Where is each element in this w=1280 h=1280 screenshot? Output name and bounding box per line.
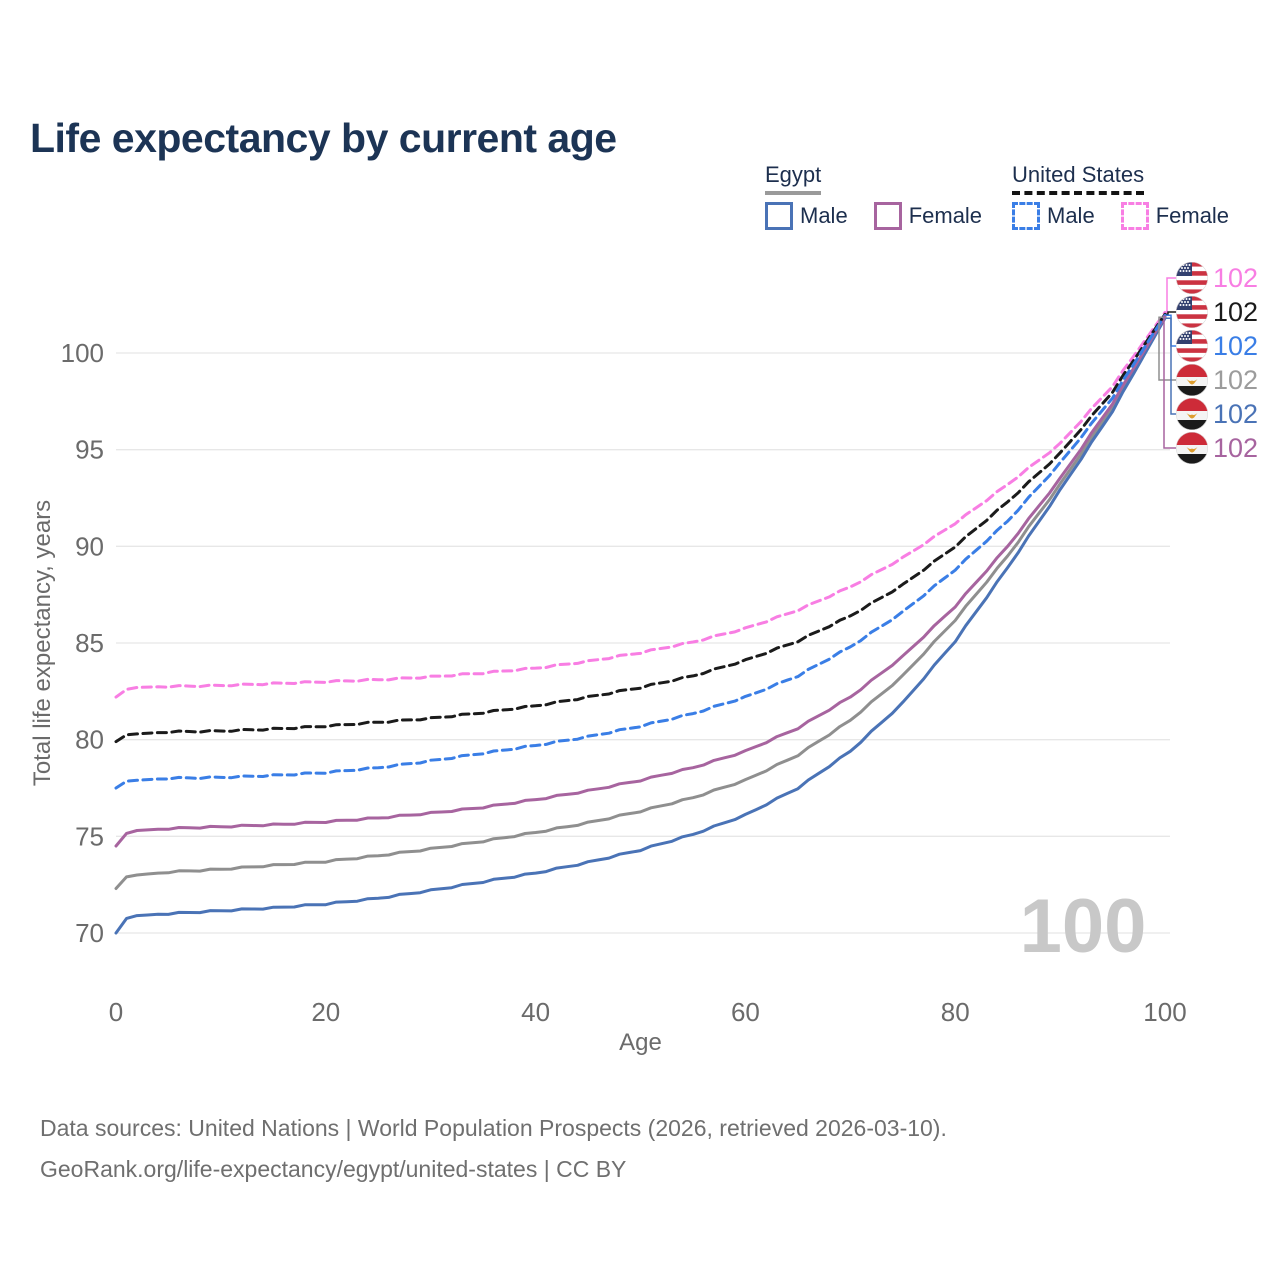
x-tick-label: 40: [521, 997, 550, 1027]
series-line-egypt_total[interactable]: [114, 315, 1167, 890]
legend-item-label: Male: [1047, 203, 1095, 228]
us-female-swatch-icon: [1120, 202, 1149, 230]
egypt-flag-icon: [1176, 432, 1208, 464]
egypt-flag-icon: [1176, 398, 1208, 430]
leader-line-egypt_total: [1158, 316, 1178, 381]
leader-line-egypt_female: [1163, 315, 1178, 449]
series-line-us_male[interactable]: [114, 313, 1167, 790]
leader-line-egypt_male: [1166, 317, 1178, 415]
page-title: Life expectancy by current age: [30, 115, 617, 162]
end-value-label-us_total: 102: [1213, 297, 1258, 327]
series-lines: [114, 310, 1167, 935]
legend-row-egypt: Male Female: [765, 202, 1008, 230]
legend-item-egypt-female[interactable]: Female: [873, 202, 983, 230]
y-tick-label: 95: [75, 435, 104, 465]
egypt-flag-icon: [1176, 364, 1208, 396]
y-tick-label: 85: [75, 628, 104, 658]
legend-item-label: Female: [908, 203, 983, 228]
legend-row-united-states: Male Female: [1012, 202, 1255, 230]
x-tick-label: 100: [1143, 997, 1186, 1027]
series-line-egypt_female[interactable]: [114, 314, 1167, 848]
series-line-egypt_male[interactable]: [114, 316, 1167, 935]
legend-item-us-male[interactable]: Male: [1012, 202, 1095, 230]
egypt-female-swatch-icon: [873, 202, 902, 230]
series-line-us_female[interactable]: [114, 310, 1167, 699]
series-line-us_total[interactable]: [114, 312, 1167, 744]
end-value-label-us_female: 102: [1213, 263, 1258, 293]
legend-group-united-states: United States Male Female: [1012, 162, 1255, 230]
legend-heading-egypt[interactable]: Egypt: [765, 162, 822, 195]
leader-line-us_male: [1166, 314, 1178, 347]
legend-item-us-female[interactable]: Female: [1120, 202, 1230, 230]
y-tick-label: 90: [75, 531, 104, 561]
end-value-label-egypt_total: 102: [1213, 365, 1258, 395]
chart-footer: Data sources: United Nations | World Pop…: [40, 1108, 1190, 1190]
data-sources-note: Data sources: United Nations | World Pop…: [40, 1115, 947, 1141]
y-tick-label: 75: [75, 821, 104, 851]
legend-group-egypt: Egypt Male Female: [765, 162, 1008, 230]
x-tick-label: 20: [311, 997, 340, 1027]
x-tick-label: 80: [941, 997, 970, 1027]
source-url-license[interactable]: GeoRank.org/life-expectancy/egypt/united…: [40, 1156, 627, 1182]
x-tick-label: 60: [731, 997, 760, 1027]
us-male-swatch-icon: [1012, 202, 1040, 230]
gridlines: 70 75 80 85 90 95 100: [61, 338, 1170, 948]
legend-item-label: Female: [1155, 203, 1230, 228]
y-axis-title: Total life expectancy, years: [29, 500, 56, 786]
end-value-label-us_male: 102: [1213, 331, 1258, 361]
x-axis: 0 20 40 60 80 100 Age: [109, 997, 1187, 1056]
us-flag-icon: [1176, 296, 1208, 328]
leader-line-us_female: [1166, 277, 1178, 314]
us-flag-icon: [1176, 262, 1208, 294]
x-tick-label: 0: [109, 997, 123, 1027]
y-tick-label: 70: [75, 918, 104, 948]
us-flag-icon: [1176, 330, 1208, 362]
x-axis-title: Age: [619, 1029, 662, 1056]
leader-line-us_total: [1166, 311, 1178, 316]
legend-item-egypt-male[interactable]: Male: [765, 202, 848, 230]
legend-heading-united-states[interactable]: United States: [1012, 162, 1145, 195]
egypt-male-swatch-icon: [765, 202, 793, 230]
end-value-label-egypt_male: 102: [1213, 399, 1258, 429]
y-tick-label: 100: [61, 338, 104, 368]
end-value-label-egypt_female: 102: [1213, 433, 1258, 463]
y-tick-label: 80: [75, 725, 104, 755]
legend-item-label: Male: [800, 203, 848, 228]
current-age-watermark: 100: [1020, 884, 1147, 969]
